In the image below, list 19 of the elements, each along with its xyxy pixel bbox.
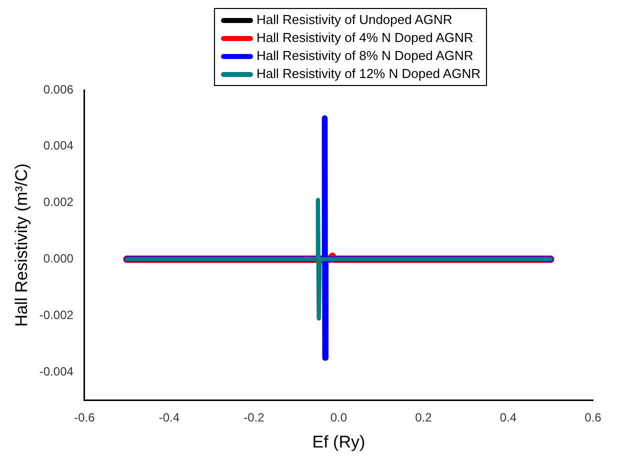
x-tick-label: 0.0	[330, 410, 348, 425]
y-tick-label: -0.004	[39, 364, 74, 378]
y-tick-label: 0.004	[43, 138, 74, 153]
x-tick-label: -0.4	[158, 410, 180, 425]
x-tick-label: -0.2	[244, 410, 265, 425]
legend-label: Hall Resistivity of 8% N Doped AGNR	[256, 47, 474, 65]
legend-label: Hall Resistivity of 12% N Doped AGNR	[256, 65, 480, 83]
x-tick-label: -0.6	[74, 410, 96, 425]
x-axis-title: Ef (Ry)	[312, 432, 366, 452]
legend-label: Hall Resistivity of Undoped AGNR	[256, 11, 452, 29]
y-tick-label: -0.002	[39, 308, 74, 322]
y-tick-label: 0.006	[43, 82, 74, 96]
x-tick-label: 0.6	[584, 410, 602, 425]
x-tick-label: 0.4	[500, 410, 517, 425]
legend-label: Hall Resistivity of 4% N Doped AGNR	[256, 29, 474, 47]
x-tick-label: 0.2	[415, 410, 432, 425]
y-tick-label: 0.000	[43, 252, 74, 266]
y-axis-title: Hall Resistivity (m³/C)	[12, 163, 31, 327]
y-tick-label: 0.002	[43, 195, 74, 210]
